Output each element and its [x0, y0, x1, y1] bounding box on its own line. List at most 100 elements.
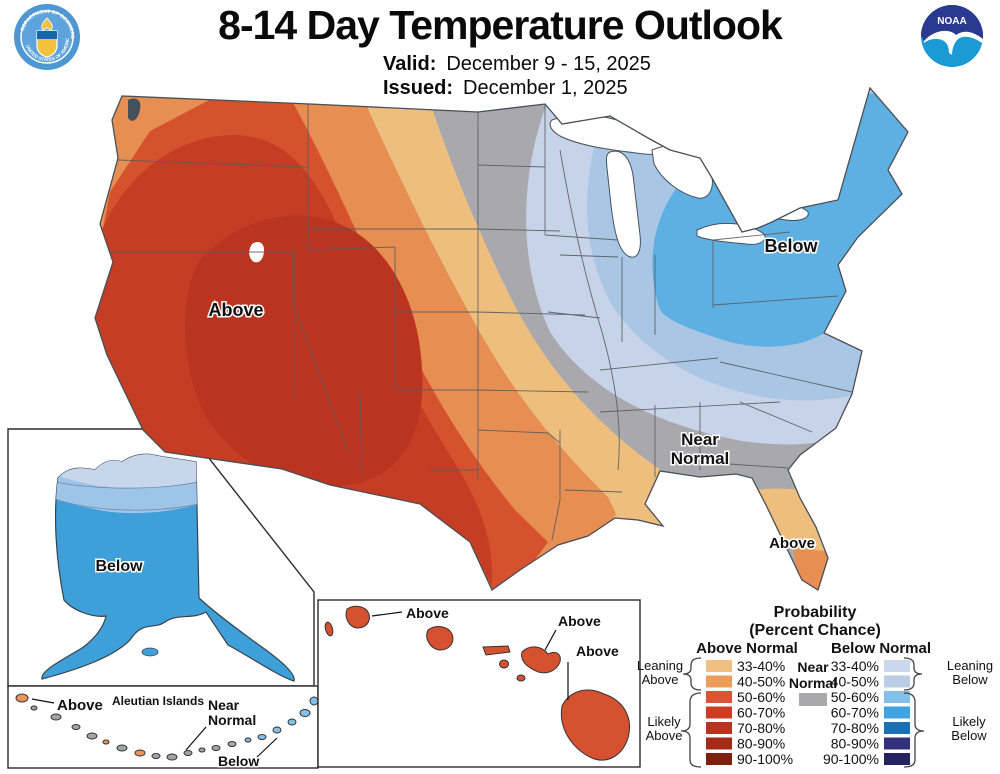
- likely-below-brace: [903, 692, 925, 768]
- map-above-label: Above: [208, 300, 263, 320]
- likely-above-label-1: Likely: [647, 714, 681, 729]
- legend-above-value-70-80: 70-80%: [737, 720, 785, 736]
- legend-near-label-1: Near: [797, 659, 829, 675]
- hawaii-above-label-kauai: Above: [406, 605, 449, 621]
- kauai-island: [345, 605, 370, 629]
- legend-below-swatch-40-50: [884, 675, 910, 688]
- legend-above-swatch-33-40: [706, 660, 732, 672]
- legend-near-swatch: [799, 693, 827, 706]
- page-title: 8-14 Day Temperature Outlook: [218, 2, 783, 48]
- lanai-island: [499, 659, 509, 669]
- issued-date: December 1, 2025: [463, 77, 628, 99]
- legend-below-swatch-70-80: [884, 722, 910, 734]
- legend-above-value-90-100: 90-100%: [737, 751, 793, 767]
- legend-above-value-33-40: 33-40%: [737, 658, 785, 674]
- department-of-commerce-seal-icon: DEPARTMENT OF COMMERCE UNITED STATES OF …: [12, 2, 80, 70]
- aleutian-inset: Above Aleutian Islands Near Normal Below: [7, 685, 319, 771]
- state-borders: [95, 104, 853, 541]
- lake-ontario: [756, 203, 809, 221]
- kodiak-island: [141, 647, 159, 657]
- likely-above-label-2: Above: [646, 728, 683, 743]
- legend-above-swatch-60-70: [706, 706, 732, 719]
- map-near-normal-label-2: Normal: [671, 449, 730, 468]
- legend-above-header: Above Normal: [696, 640, 798, 657]
- legend-near-label-2: Normal: [789, 675, 837, 691]
- legend-above-value-80-90: 80-90%: [737, 736, 785, 752]
- legend-row-80-90: 80-90% 80-90%: [706, 736, 910, 752]
- oahu-island: [426, 626, 454, 651]
- legend-above-value-60-70: 60-70%: [737, 705, 785, 721]
- legend: Probability (Percent Chance) Above Norma…: [637, 604, 993, 768]
- legend-below-swatch-80-90: [884, 737, 910, 750]
- likely-below-label-2: Below: [951, 728, 987, 743]
- aleutian-above-leader: [31, 698, 55, 704]
- legend-row-70-80: 70-80% 70-80%: [706, 720, 910, 736]
- map-below-label: Below: [764, 236, 818, 256]
- aleutian-title: Aleutian Islands: [112, 694, 204, 708]
- noaa-gull-icon: [924, 30, 983, 55]
- alaska-inset: Below: [7, 428, 315, 687]
- legend-above-swatch-70-80: [706, 722, 732, 734]
- alaska-band-33-40: [45, 454, 212, 488]
- leaning-above-label-1: Leaning: [637, 658, 683, 673]
- alaska-below-label: Below: [95, 558, 143, 575]
- legend-row-33-40: 33-40% 33-40%: [706, 658, 910, 674]
- noaa-logo-icon: NOAA: [921, 5, 983, 67]
- leaning-below-label-1: Leaning: [947, 658, 993, 673]
- legend-above-swatch-40-50: [706, 675, 732, 688]
- legend-below-value-40-50: 40-50%: [831, 674, 879, 690]
- doc-eagle-icon: [41, 17, 53, 31]
- aleutian-below-label: Below: [218, 753, 259, 769]
- hawaii-above-label-big-island: Above: [576, 643, 619, 659]
- legend-subtitle: (Percent Chance): [749, 622, 881, 639]
- legend-below-swatch-60-70: [884, 706, 910, 719]
- legend-title: Probability: [774, 604, 857, 621]
- aleutian-above-label: Above: [57, 697, 103, 714]
- aleutian-islands-chain: [15, 693, 319, 761]
- legend-row-60-70: 60-70% 60-70%: [706, 705, 910, 721]
- issued-label: Issued:: [383, 77, 454, 99]
- maui-leader: [544, 629, 557, 651]
- map-florida-above-label: Above: [769, 535, 815, 552]
- kahoolawe-island: [516, 674, 526, 682]
- aleutian-near-leader: [185, 726, 207, 751]
- puget-sound: [128, 98, 141, 121]
- noaa-logo-top: [921, 5, 983, 41]
- legend-below-value-33-40: 33-40%: [831, 658, 879, 674]
- legend-below-value-50-60: 50-60%: [831, 689, 879, 705]
- legend-above-swatch-50-60: [706, 691, 732, 703]
- lake-michigan: [605, 150, 641, 258]
- hawaii-above-label-maui: Above: [558, 613, 601, 629]
- kauai-leader: [371, 611, 403, 617]
- aleutian-near-label-1: Near: [208, 697, 240, 713]
- hawaii-inset: Above Above Above: [317, 599, 641, 768]
- noaa-logo-text: NOAA: [937, 16, 966, 27]
- valid-line: Valid: December 9 - 15, 2025: [383, 53, 651, 76]
- legend-above-value-40-50: 40-50%: [737, 674, 785, 690]
- leaning-below-brace: [903, 657, 923, 691]
- band-florida-above-40-50: [793, 548, 834, 590]
- niihau-island: [324, 621, 334, 637]
- band-below-50-60: [652, 93, 908, 347]
- leaning-above-label-2: Above: [642, 672, 679, 687]
- leaning-below-label-2: Below: [952, 672, 988, 687]
- legend-below-value-90-100: 90-100%: [823, 751, 879, 767]
- legend-below-value-60-70: 60-70%: [831, 705, 879, 721]
- legend-below-swatch-33-40: [884, 660, 910, 672]
- aleutian-inset-box: [7, 685, 319, 769]
- maui-island: [521, 646, 561, 674]
- map-near-normal-label-1: Near: [681, 430, 719, 449]
- hawaii-islands: [324, 605, 630, 761]
- legend-below-swatch-50-60: [884, 691, 910, 703]
- legend-row-40-50: 40-50% 40-50%: [706, 674, 910, 690]
- aleutian-below-leader: [255, 737, 278, 759]
- legend-above-value-50-60: 50-60%: [737, 689, 785, 705]
- leaning-above-brace: [682, 657, 702, 691]
- band-above-70-80: [185, 215, 423, 487]
- valid-date: December 9 - 15, 2025: [446, 53, 651, 75]
- issued-line: Issued: December 1, 2025: [383, 77, 628, 100]
- legend-row-50-60: 50-60% 50-60%: [706, 689, 910, 705]
- aleutian-near-label-2: Normal: [208, 712, 256, 728]
